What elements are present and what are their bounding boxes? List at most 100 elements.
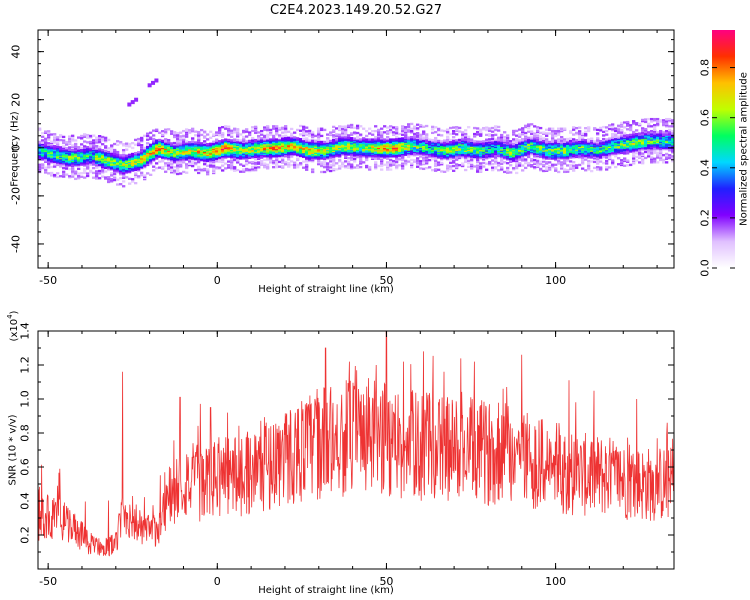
spectrogram-cell (470, 149, 474, 152)
spectrogram-cell (47, 151, 51, 155)
spectrogram-cell (638, 155, 642, 158)
spectrogram-cell (212, 158, 216, 161)
spectrogram-cell (500, 142, 504, 145)
spectrogram-cell (53, 134, 57, 137)
spectrogram-cell (539, 147, 543, 150)
spectrogram-cell (89, 160, 93, 163)
spectrogram-cell (632, 136, 636, 140)
spectrogram-cell (80, 143, 84, 146)
spectrogram-cell (641, 140, 645, 143)
spectrogram-cell (311, 150, 315, 153)
spectrogram-cell (149, 144, 153, 148)
spectrogram-cell (608, 142, 612, 145)
spectrogram-cell (233, 140, 237, 144)
spectrogram-cell (155, 129, 159, 133)
spectrogram-cell (173, 170, 177, 174)
spectrogram-cell (491, 140, 495, 143)
spectrogram-cell (215, 160, 219, 163)
spectrogram-cell (131, 164, 135, 168)
spectrogram-cell (467, 156, 471, 159)
spectrogram-cell (479, 165, 483, 169)
spectrogram-cell (188, 145, 192, 149)
spectrogram-cell (665, 154, 669, 157)
spectrogram-cell (365, 150, 369, 153)
spectrogram-cell (395, 150, 399, 153)
spectrogram-cell (335, 127, 339, 130)
spectrogram-cell (146, 132, 150, 135)
spectrogram-cell (647, 131, 651, 134)
spectrogram-cell (197, 154, 201, 158)
spectrogram-cell (206, 169, 210, 172)
spectrogram-cell (431, 147, 435, 150)
spectrogram-cell (437, 150, 441, 153)
spectrogram-cell (104, 152, 108, 155)
spectrogram-cell (143, 174, 147, 177)
spectrogram-cell (440, 141, 444, 144)
spectrogram-cell (272, 149, 276, 152)
spectrogram-cell (668, 117, 672, 121)
spectrogram-cell (620, 143, 624, 146)
spectrogram-cell (476, 133, 480, 136)
spectrogram-cell (524, 137, 528, 141)
spectrogram-cell (170, 156, 174, 159)
spectrogram-cell (128, 163, 132, 166)
spectrogram-cell (335, 162, 339, 165)
spectrogram-cell (227, 140, 231, 143)
spectrogram-cell (665, 157, 669, 160)
spectrogram-cell (305, 144, 309, 147)
spectrogram-cell (410, 163, 414, 166)
spectrogram-cell (290, 136, 294, 139)
spectrogram-cell (485, 150, 489, 153)
spectrogram-cell (317, 143, 321, 146)
spectrogram-cell (359, 144, 363, 147)
spectrogram-cell (215, 149, 219, 152)
spectrogram-cell (626, 135, 630, 138)
spectrogram-cell (413, 152, 417, 155)
spectrogram-cell (101, 163, 105, 166)
spectrogram-cell (551, 143, 555, 146)
spectrogram-cell (476, 160, 480, 164)
spectrogram-cell (116, 158, 120, 161)
spectrogram-cell (371, 150, 375, 153)
spectrogram-cell (254, 142, 258, 145)
spectrogram-cell (92, 146, 96, 149)
spectrogram-cell (599, 129, 603, 132)
spectrogram-cell (332, 150, 336, 154)
spectrogram-cell (635, 152, 639, 155)
spectrogram-cell (266, 133, 270, 136)
spectrogram-cell (524, 148, 528, 152)
spectrogram-cell (317, 155, 321, 158)
spectrogram-cell (317, 133, 321, 136)
spectrogram-cell (353, 132, 357, 135)
spectrogram-cell (272, 150, 276, 153)
spectrogram-cell (50, 165, 54, 169)
spectrogram-cell (527, 136, 531, 139)
spectrogram-cell (620, 150, 624, 153)
spectrogram-cell (659, 158, 663, 162)
spectrogram-cell (551, 139, 555, 142)
spectrogram-cell (569, 151, 573, 155)
spectrogram-cell (629, 124, 633, 127)
spectrogram-cell (485, 140, 489, 144)
spectrogram-cell (401, 133, 405, 136)
spectrogram-cell (434, 148, 438, 152)
spectrogram-cell (305, 131, 309, 134)
spectrogram-cell (497, 147, 501, 150)
spectrogram-cell (389, 144, 393, 147)
spectrogram-cell (269, 157, 273, 160)
spectrogram-cell (413, 141, 417, 144)
spectrogram-cell (359, 141, 363, 145)
spectrogram-cell (38, 127, 42, 130)
spectrogram-cell (467, 135, 471, 138)
spectrogram-cell (224, 156, 228, 159)
spectrogram-cell (44, 153, 48, 156)
spectrogram-cell (326, 140, 330, 143)
spectrogram-cell (146, 161, 150, 164)
spectrogram-cell (275, 132, 279, 135)
spectrogram-cell (644, 129, 648, 132)
spectrogram-cell (242, 151, 246, 154)
spectrogram-cell (503, 149, 507, 152)
spectrogram-cell (392, 162, 396, 165)
spectrogram-cell (281, 166, 285, 169)
spectrogram-cell (116, 183, 120, 186)
